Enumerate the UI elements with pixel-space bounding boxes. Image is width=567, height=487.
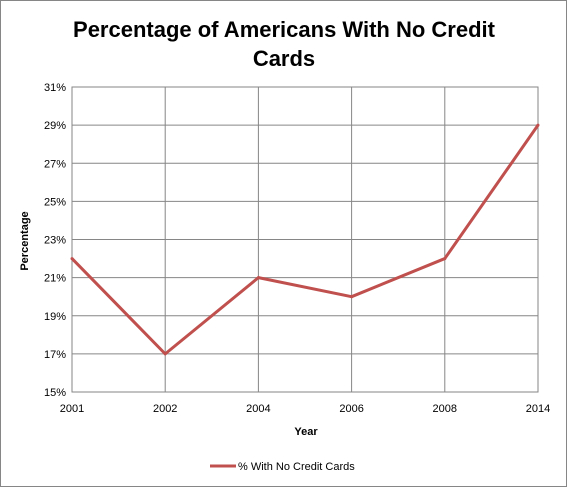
- legend-label: % With No Credit Cards: [238, 461, 355, 473]
- x-axis-title: Year: [294, 426, 318, 438]
- x-tick-label: 2002: [153, 403, 177, 415]
- x-tick-label: 2014: [526, 403, 550, 415]
- data-point: [70, 257, 74, 261]
- y-axis-ticks: 15% 17% 19% 21% 23% 25% 27% 29% 31%: [44, 82, 66, 399]
- y-tick-label: 19%: [44, 311, 66, 323]
- chart-title-line-1: Percentage of Americans With No Credit: [73, 17, 496, 42]
- y-tick-label: 21%: [44, 273, 66, 285]
- gridlines: [71, 86, 539, 393]
- y-tick-label: 29%: [44, 120, 66, 132]
- chart-title: Percentage of Americans With No Credit C…: [73, 17, 496, 71]
- y-axis-title: Percentage: [19, 211, 31, 270]
- y-tick-label: 15%: [44, 387, 66, 399]
- y-tick-label: 27%: [44, 158, 66, 170]
- data-point: [443, 257, 447, 261]
- x-tick-label: 2006: [339, 403, 363, 415]
- chart-title-line-2: Cards: [253, 46, 315, 71]
- series-lines: [70, 123, 540, 356]
- x-tick-label: 2008: [433, 403, 457, 415]
- y-tick-label: 31%: [44, 82, 66, 94]
- x-tick-label: 2004: [246, 403, 270, 415]
- y-tick-label: 23%: [44, 235, 66, 247]
- x-tick-label: 2001: [60, 403, 84, 415]
- legend: % With No Credit Cards: [210, 461, 355, 473]
- y-tick-label: 25%: [44, 196, 66, 208]
- data-point: [536, 123, 540, 127]
- y-tick-label: 17%: [44, 349, 66, 361]
- data-point: [163, 352, 167, 356]
- x-axis-ticks: 2001 2002 2004 2006 2008 2014: [60, 403, 550, 415]
- data-point: [350, 295, 354, 299]
- plot-area: [71, 86, 539, 393]
- series-line: [70, 124, 540, 356]
- data-point: [256, 276, 260, 280]
